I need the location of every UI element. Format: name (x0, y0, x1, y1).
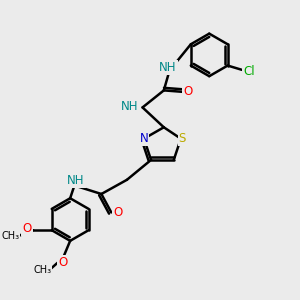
Text: N: N (140, 132, 148, 145)
Text: CH₃: CH₃ (2, 231, 20, 242)
Text: O: O (22, 222, 32, 235)
Text: O: O (183, 85, 193, 98)
Text: Cl: Cl (243, 65, 255, 78)
Text: NH: NH (67, 174, 85, 187)
Text: NH: NH (159, 61, 177, 74)
Text: CH₃: CH₃ (33, 265, 51, 275)
Text: O: O (58, 256, 68, 268)
Text: O: O (113, 206, 122, 219)
Text: NH: NH (121, 100, 138, 112)
Text: S: S (178, 132, 186, 145)
